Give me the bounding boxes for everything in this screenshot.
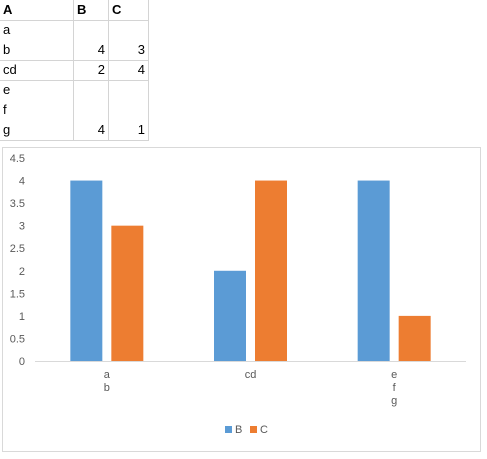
y-tick-label: 0.5 <box>10 333 25 345</box>
cell-b6[interactable]: 4 <box>97 122 105 137</box>
bar-c <box>398 315 431 361</box>
cell-c3[interactable]: 4 <box>137 62 145 77</box>
cell-b4[interactable] <box>74 80 108 100</box>
grid-line <box>0 20 149 21</box>
column-header-c[interactable]: C <box>112 2 122 17</box>
x-tick-label: f <box>393 382 397 394</box>
cell-c4[interactable] <box>109 80 148 100</box>
cell-a3[interactable]: cd <box>3 62 17 77</box>
cell-a2[interactable]: b <box>3 42 11 57</box>
bar-b <box>357 180 390 361</box>
cell-c1[interactable] <box>109 20 148 40</box>
chart-area[interactable]: 0 0.5 1 1.5 2 2.5 3 3.5 4 4.5 a b cd e f g B C <box>2 147 481 452</box>
x-tick-label: g <box>391 395 397 407</box>
y-tick-label: 2 <box>19 266 25 278</box>
y-tick-label: 3.5 <box>10 198 25 210</box>
cell-c6[interactable]: 1 <box>137 122 145 137</box>
spreadsheet-grid: A B C a b 4 3 cd 2 4 e f g 4 1 <box>0 0 150 141</box>
cell-c2[interactable]: 3 <box>137 42 145 57</box>
y-tick-label: 3 <box>19 221 25 233</box>
cell-b3[interactable]: 2 <box>97 62 105 77</box>
x-tick-label: cd <box>245 369 257 381</box>
grid-line <box>0 80 149 81</box>
column-header-a[interactable]: A <box>3 2 13 17</box>
column-header-b[interactable]: B <box>77 2 87 17</box>
bar-c <box>255 180 287 361</box>
grid-line <box>0 140 149 141</box>
cell-a4[interactable]: e <box>3 82 11 97</box>
legend-label-b: B <box>235 424 242 436</box>
y-tick-label: 0 <box>19 356 25 368</box>
legend-swatch-b <box>225 426 232 433</box>
cell-b1[interactable] <box>74 20 108 40</box>
y-tick-label: 4 <box>19 176 25 188</box>
y-tick-label: 1 <box>19 311 25 323</box>
legend-swatch-c <box>250 426 257 433</box>
x-tick-label: a <box>104 369 111 381</box>
x-tick-label: e <box>391 369 397 381</box>
bar-b <box>70 180 103 361</box>
y-tick-label: 4.5 <box>10 153 25 165</box>
cell-c5[interactable] <box>109 100 148 120</box>
y-tick-label: 1.5 <box>10 288 25 300</box>
cell-b5[interactable] <box>74 100 108 120</box>
grid-line <box>0 60 149 61</box>
cell-a1[interactable]: a <box>3 22 11 37</box>
y-tick-label: 2.5 <box>10 243 25 255</box>
legend-label-c: C <box>260 424 268 436</box>
cell-a6[interactable]: g <box>3 122 11 137</box>
bar-c <box>111 225 144 361</box>
grid-line <box>73 0 74 140</box>
x-tick-label: b <box>104 382 110 394</box>
cell-b2[interactable]: 4 <box>97 42 105 57</box>
grid-line <box>148 0 149 140</box>
bar-b <box>214 270 246 361</box>
grid-line <box>108 0 109 140</box>
bar-chart: 0 0.5 1 1.5 2 2.5 3 3.5 4 4.5 ab cd efg B C <box>10 153 466 436</box>
cell-a5[interactable]: f <box>3 102 7 117</box>
